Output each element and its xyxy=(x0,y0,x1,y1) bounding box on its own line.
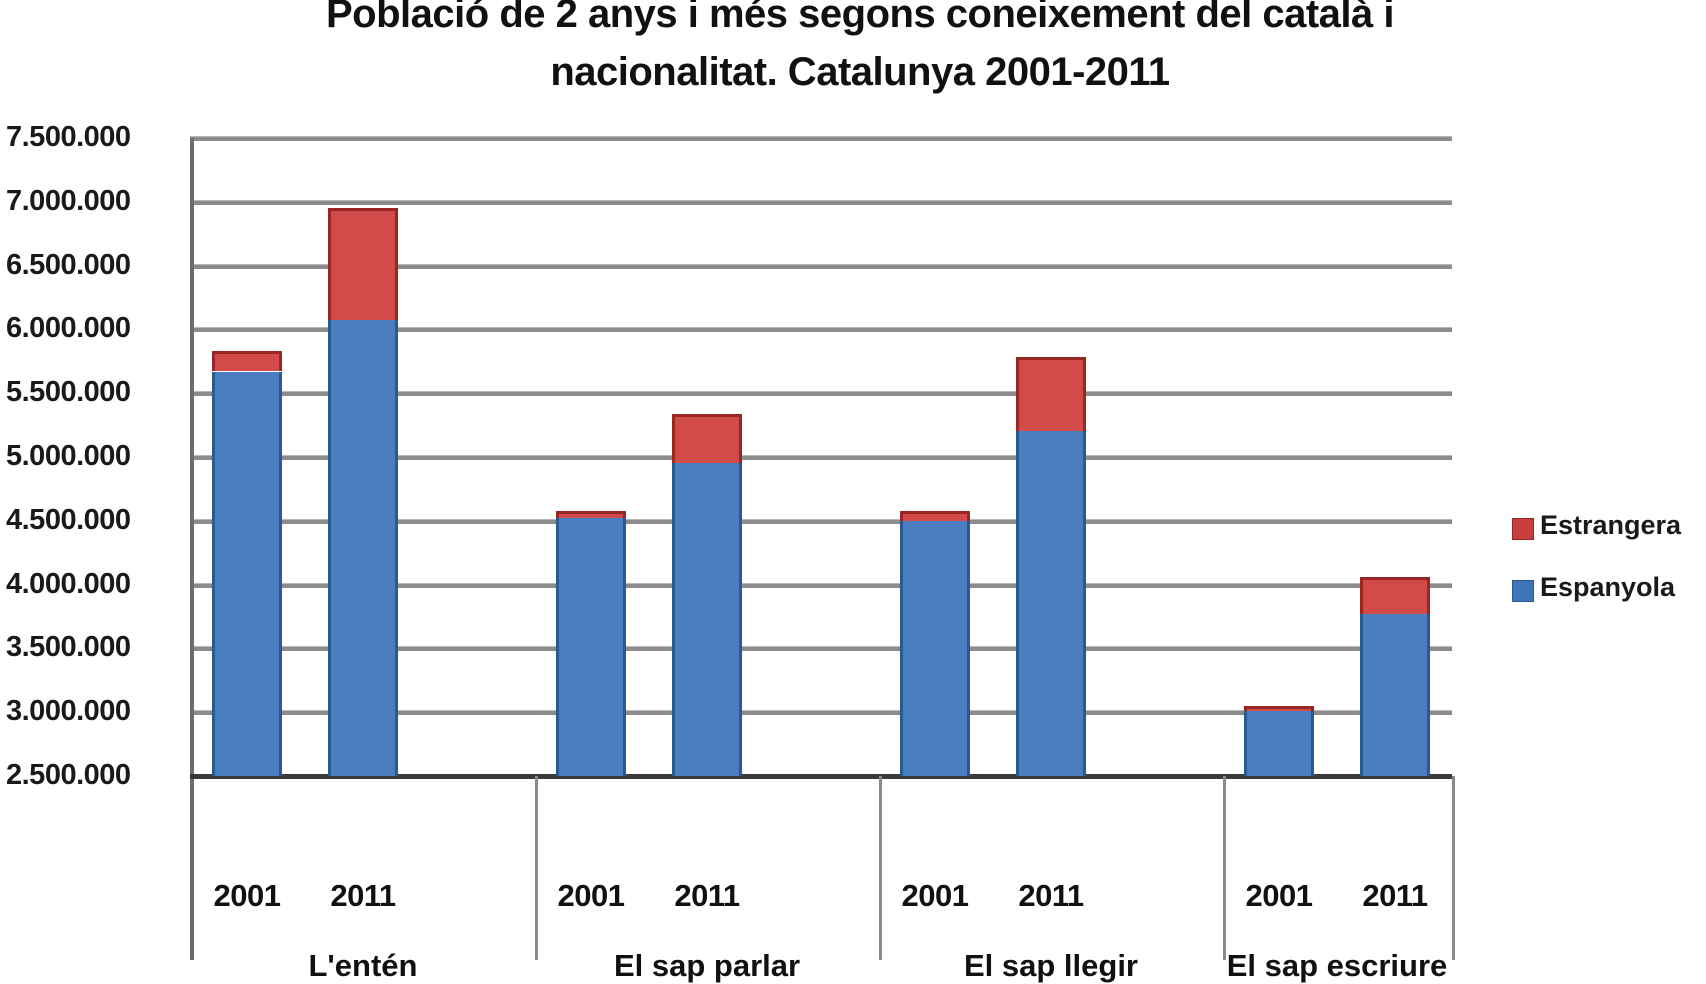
x-axis-line xyxy=(190,774,1452,779)
chart-title-line-1: Població de 2 anys i més segons coneixem… xyxy=(326,0,1395,36)
gridline xyxy=(190,582,1452,588)
category-separator xyxy=(1223,776,1226,960)
bar-segment-estrangera xyxy=(900,510,970,521)
y-tick-label: 6.500.000 xyxy=(6,248,131,281)
bar-segment-espanyola xyxy=(672,463,742,776)
x-year-label: 2011 xyxy=(1018,878,1084,913)
bar-segment-espanyola xyxy=(212,371,282,776)
gridline xyxy=(190,646,1452,652)
bar-segment-estrangera xyxy=(1016,357,1086,432)
x-group-label: El sap escriure xyxy=(1226,948,1448,983)
bar-segment-estrangera xyxy=(672,413,742,464)
x-group-label: L'entén xyxy=(308,948,418,983)
y-tick-label: 4.500.000 xyxy=(6,503,131,536)
y-tick-label: 7.000.000 xyxy=(6,184,131,217)
bar-segment-espanyola xyxy=(900,520,970,776)
legend-label-espanyola: Espanyola xyxy=(1540,572,1676,602)
legend-label-estrangera: Estrangera xyxy=(1540,510,1682,540)
y-tick-label: 7.500.000 xyxy=(6,121,131,153)
plot-area xyxy=(190,136,1452,776)
y-tick-label: 3.000.000 xyxy=(6,695,131,728)
gridline xyxy=(190,455,1452,460)
x-year-label: 2001 xyxy=(901,878,969,913)
gridline xyxy=(190,710,1452,716)
chart-title-line-2: nacionalitat. Catalunya 2001-2011 xyxy=(550,50,1170,94)
x-year-label: 2011 xyxy=(330,878,396,913)
legend-swatch-red xyxy=(1512,518,1534,540)
gridline xyxy=(190,199,1452,205)
y-tick-label: 3.500.000 xyxy=(6,631,131,664)
category-separator xyxy=(1452,776,1455,960)
bar-segment-espanyola xyxy=(1016,431,1086,776)
x-group-label: El sap llegir xyxy=(963,948,1138,983)
bar-segment-espanyola xyxy=(328,320,398,776)
bar-segment-estrangera xyxy=(328,208,398,321)
gridline xyxy=(190,518,1452,524)
x-year-label: 2001 xyxy=(557,878,625,913)
bar-segment-estrangera xyxy=(1244,705,1314,711)
bar-segment-estrangera xyxy=(212,351,282,372)
y-tick-label: 5.000.000 xyxy=(6,440,131,472)
gridline xyxy=(190,327,1452,333)
category-separator xyxy=(879,776,882,960)
y-tick-label: 6.000.000 xyxy=(6,312,131,345)
x-year-label: 2011 xyxy=(1362,878,1428,913)
x-year-label: 2001 xyxy=(1245,878,1313,913)
legend-item-estrangera: Estrangera xyxy=(1512,510,1706,544)
bar-segment-espanyola xyxy=(1244,710,1314,776)
bar-segment-estrangera xyxy=(1360,576,1430,614)
bar-segment-espanyola xyxy=(1360,613,1430,776)
gridline xyxy=(190,136,1452,141)
y-tick-label: 5.500.000 xyxy=(6,376,131,409)
y-axis-line xyxy=(190,138,194,960)
x-year-label: 2001 xyxy=(213,878,281,913)
y-tick-label: 2.500.000 xyxy=(6,759,131,791)
x-group-label: El sap parlar xyxy=(613,948,801,983)
gridline xyxy=(190,391,1452,397)
bar-segment-espanyola xyxy=(556,518,626,776)
legend-swatch-blue xyxy=(1512,580,1534,602)
bar-segment-estrangera xyxy=(556,510,626,519)
gridline xyxy=(190,263,1452,269)
x-year-label: 2011 xyxy=(674,878,740,913)
category-separator xyxy=(535,776,538,960)
legend-item-espanyola: Espanyola xyxy=(1512,572,1706,606)
y-tick-label: 4.000.000 xyxy=(6,567,131,600)
